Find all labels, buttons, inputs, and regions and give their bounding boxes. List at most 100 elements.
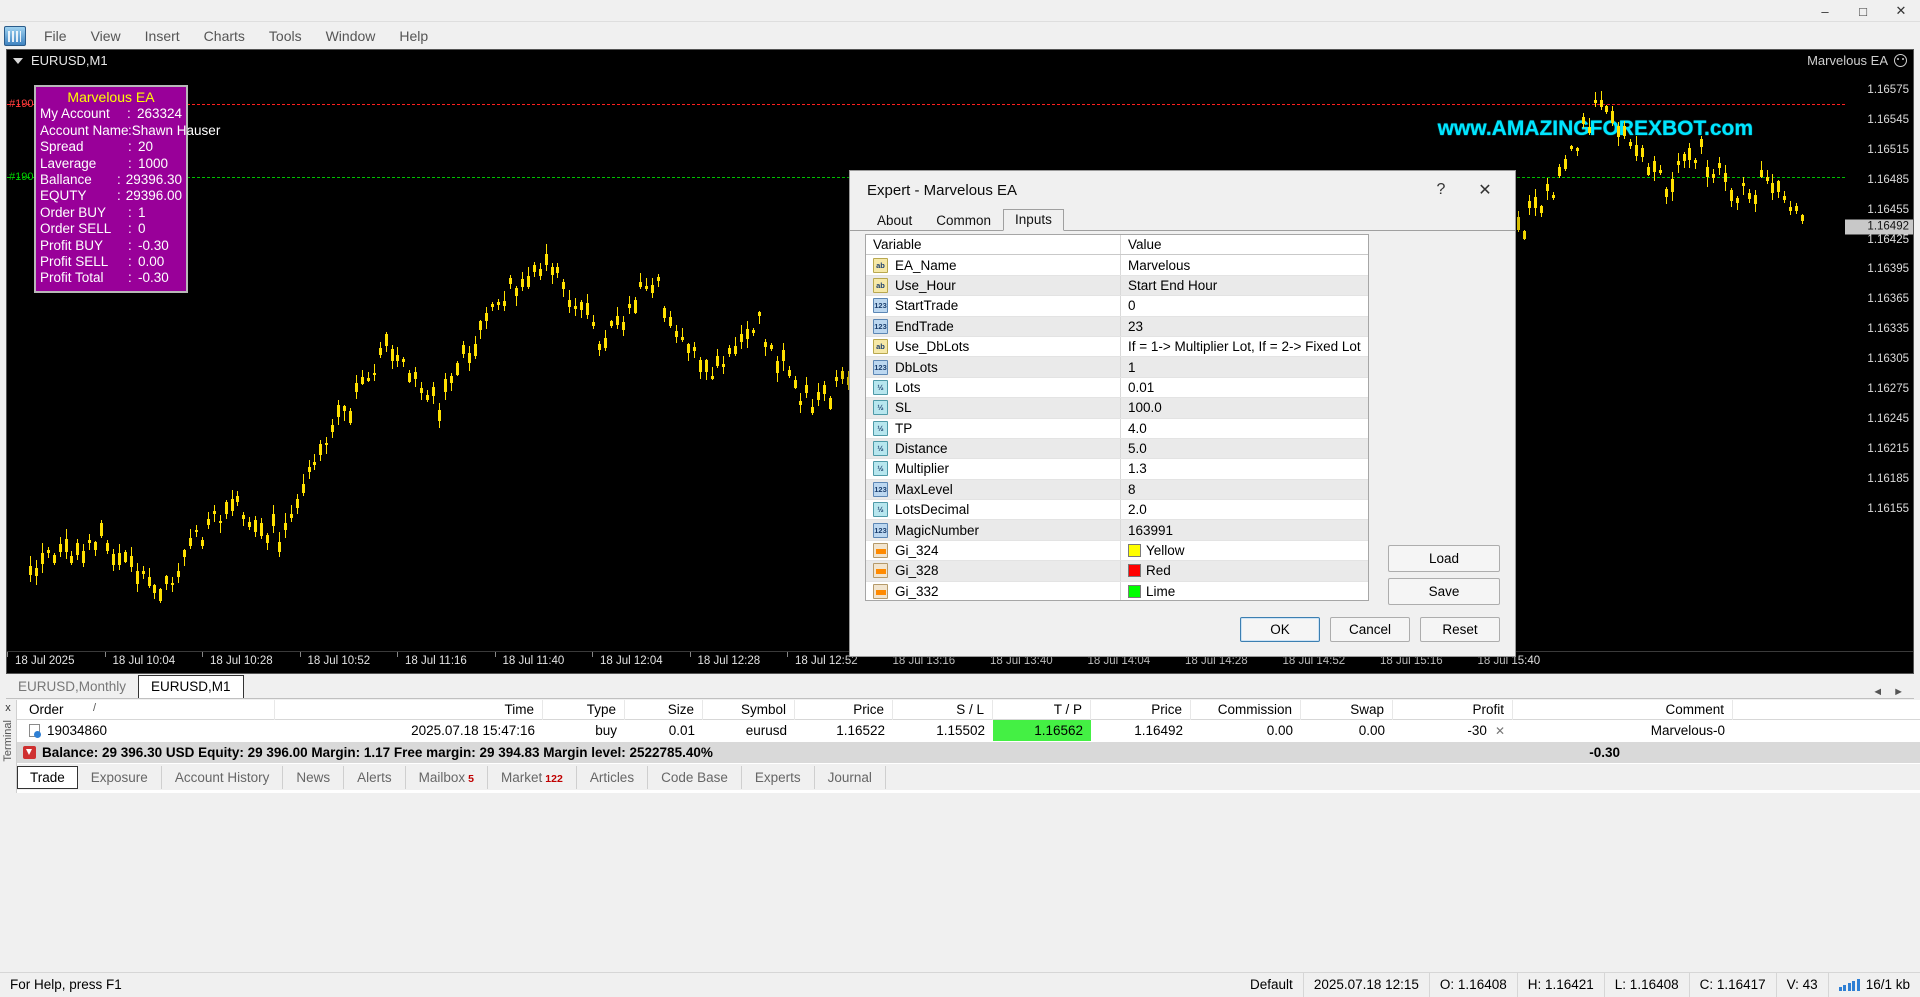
terminal-close-icon[interactable]: x xyxy=(5,702,11,714)
close-button[interactable]: ✕ xyxy=(1895,3,1907,18)
column-header[interactable]: Size xyxy=(625,699,703,720)
column-header[interactable]: Type xyxy=(543,699,625,720)
candle-body xyxy=(574,305,578,310)
menu-item-charts[interactable]: Charts xyxy=(203,27,245,44)
scroll-right-icon[interactable]: ► xyxy=(1893,686,1904,698)
tab-inputs[interactable]: Inputs xyxy=(1003,209,1064,231)
parameter-value-cell[interactable]: Red xyxy=(1121,561,1368,580)
inputs-parameter-grid[interactable]: Variable Value ab EA_Name Marvelous ab Use_H… xyxy=(865,234,1369,601)
parameter-row[interactable]: ab Use_Hour Start End Hour xyxy=(866,275,1368,297)
parameter-row[interactable]: Gi_332 Lime xyxy=(866,581,1368,600)
parameter-row[interactable]: ab Use_DbLots If = 1-> Multiplier Lot, If … xyxy=(866,336,1368,358)
column-header[interactable]: Symbol xyxy=(703,699,795,720)
parameter-row[interactable]: ½ Multiplier 1.3 xyxy=(866,459,1368,480)
terminal-tab-exposure[interactable]: Exposure xyxy=(78,765,162,789)
parameter-value-cell[interactable]: 0.01 xyxy=(1121,378,1368,397)
candle-body xyxy=(183,550,187,558)
chart-tab-eurusd-monthly[interactable]: EURUSD,Monthly xyxy=(18,679,127,694)
parameter-row[interactable]: Gi_324 Yellow xyxy=(866,540,1368,562)
tab-about[interactable]: About xyxy=(877,213,913,228)
price-tick: 1.16215 xyxy=(1867,442,1909,455)
chart-tab-eurusd-m1[interactable]: EURUSD,M1 xyxy=(138,675,244,698)
parameter-row[interactable]: 123 DbLots 1 xyxy=(866,357,1368,378)
ea-panel-value: 29396.00 xyxy=(125,188,182,204)
parameter-value-cell[interactable]: 1.3 xyxy=(1121,459,1368,478)
menu-item-tools[interactable]: Tools xyxy=(268,27,302,44)
chevron-down-icon[interactable] xyxy=(13,57,23,64)
terminal-tab-mailbox[interactable]: Mailbox 5 xyxy=(406,765,489,789)
parameter-value-cell[interactable]: 8 xyxy=(1121,480,1368,499)
price-axis[interactable]: 1.16575 1.16545 1.16515 1.16485 1.16455 1.164… xyxy=(1845,71,1913,651)
parameter-value-cell[interactable]: 0 xyxy=(1121,296,1368,315)
column-header[interactable]: Price xyxy=(795,699,893,720)
parameter-row[interactable]: ½ Lots 0.01 xyxy=(866,377,1368,399)
terminal-tab-experts[interactable]: Experts xyxy=(742,765,815,789)
parameter-row[interactable]: ½ SL 100.0 xyxy=(866,398,1368,419)
load-button[interactable]: Load xyxy=(1388,545,1500,572)
status-profile[interactable]: Default xyxy=(1240,972,1304,997)
save-button[interactable]: Save xyxy=(1388,578,1500,605)
help-icon[interactable]: ? xyxy=(1436,181,1446,198)
parameter-value-cell[interactable]: 4.0 xyxy=(1121,419,1368,438)
menu-item-view[interactable]: View xyxy=(90,27,121,44)
ok-button[interactable]: OK xyxy=(1240,617,1320,642)
terminal-tab-account-history[interactable]: Account History xyxy=(162,765,284,789)
table-row[interactable]: 19034860 2025.07.18 15:47:16 buy 0.01 eurusd… xyxy=(17,720,1920,741)
column-header[interactable]: Comment xyxy=(1513,699,1733,720)
parameter-value-cell[interactable]: 100.0 xyxy=(1121,398,1368,417)
parameter-row[interactable]: 123 EndTrade 23 xyxy=(866,316,1368,337)
parameter-row[interactable]: Gi_328 Red xyxy=(866,561,1368,582)
parameter-row[interactable]: 123 MagicNumber 163991 xyxy=(866,520,1368,541)
close-position-icon[interactable]: ✕ xyxy=(1494,724,1505,738)
parameter-value-cell[interactable]: Yellow xyxy=(1121,541,1368,560)
parameter-row[interactable]: ½ LotsDecimal 2.0 xyxy=(866,500,1368,521)
parameter-row[interactable]: ½ TP 4.0 xyxy=(866,418,1368,439)
parameter-value-cell[interactable]: 2.0 xyxy=(1121,500,1368,519)
menu-item-help[interactable]: Help xyxy=(399,27,429,44)
cancel-button[interactable]: Cancel xyxy=(1330,617,1410,642)
menu-item-file[interactable]: File xyxy=(44,27,67,44)
column-header[interactable]: T / P xyxy=(993,699,1091,720)
maximize-button[interactable]: □ xyxy=(1859,3,1867,19)
parameter-row[interactable]: ab EA_Name Marvelous xyxy=(866,255,1368,276)
parameter-value-cell[interactable]: Marvelous xyxy=(1121,255,1368,274)
column-header[interactable]: Swap xyxy=(1301,699,1393,720)
terminal-tab-news[interactable]: News xyxy=(283,765,345,789)
price-tick: 1.16575 xyxy=(1867,84,1909,96)
parameter-row[interactable]: ½ Distance 5.0 xyxy=(866,438,1368,460)
column-header[interactable]: Commission xyxy=(1191,699,1301,720)
parameter-value-cell[interactable]: Start End Hour xyxy=(1121,276,1368,295)
terminal-tab-code-base[interactable]: Code Base xyxy=(648,765,742,789)
menu-item-insert[interactable]: Insert xyxy=(144,27,180,44)
terminal-tab-trade[interactable]: Trade xyxy=(17,765,78,789)
tab-common[interactable]: Common xyxy=(936,213,992,228)
minimize-button[interactable]: – xyxy=(1821,3,1829,19)
terminal-tab-articles[interactable]: Articles xyxy=(577,765,649,789)
column-header[interactable]: Price xyxy=(1091,699,1191,720)
column-header[interactable]: Order xyxy=(17,699,275,720)
terminal-tab-alerts[interactable]: Alerts xyxy=(344,765,406,789)
parameter-variable-cell: Gi_324 xyxy=(866,540,1121,561)
terminal-tab-market[interactable]: Market 122 xyxy=(488,765,577,789)
terminal-tab-journal[interactable]: Journal xyxy=(815,765,886,789)
candle-body xyxy=(1670,179,1674,192)
parameter-value-cell[interactable]: 5.0 xyxy=(1121,439,1368,458)
parameter-value-cell[interactable]: 1 xyxy=(1121,357,1368,376)
parameter-value-cell[interactable]: 23 xyxy=(1121,317,1368,336)
parameter-row[interactable]: 123 StartTrade 0 xyxy=(866,296,1368,317)
reset-button[interactable]: Reset xyxy=(1420,617,1500,642)
cell-profit: -30 ✕ xyxy=(1393,720,1513,741)
dialog-close-icon[interactable]: ✕ xyxy=(1478,182,1492,199)
column-header[interactable]: S / L xyxy=(893,699,993,720)
parameter-row[interactable]: 123 MaxLevel 8 xyxy=(866,479,1368,501)
candle-body xyxy=(1676,160,1680,166)
parameter-value-cell[interactable]: 163991 xyxy=(1121,520,1368,539)
column-header[interactable]: Time xyxy=(275,699,543,720)
menu-item-window[interactable]: Window xyxy=(325,27,376,44)
column-header[interactable]: Profit xyxy=(1393,699,1513,720)
parameter-value-cell[interactable]: If = 1-> Multiplier Lot, If = 2-> Fixed … xyxy=(1121,337,1368,356)
scroll-left-icon[interactable]: ◄ xyxy=(1872,686,1884,698)
collapse-arrow-icon[interactable] xyxy=(23,746,36,759)
parameter-value-cell[interactable]: Lime xyxy=(1121,582,1368,600)
